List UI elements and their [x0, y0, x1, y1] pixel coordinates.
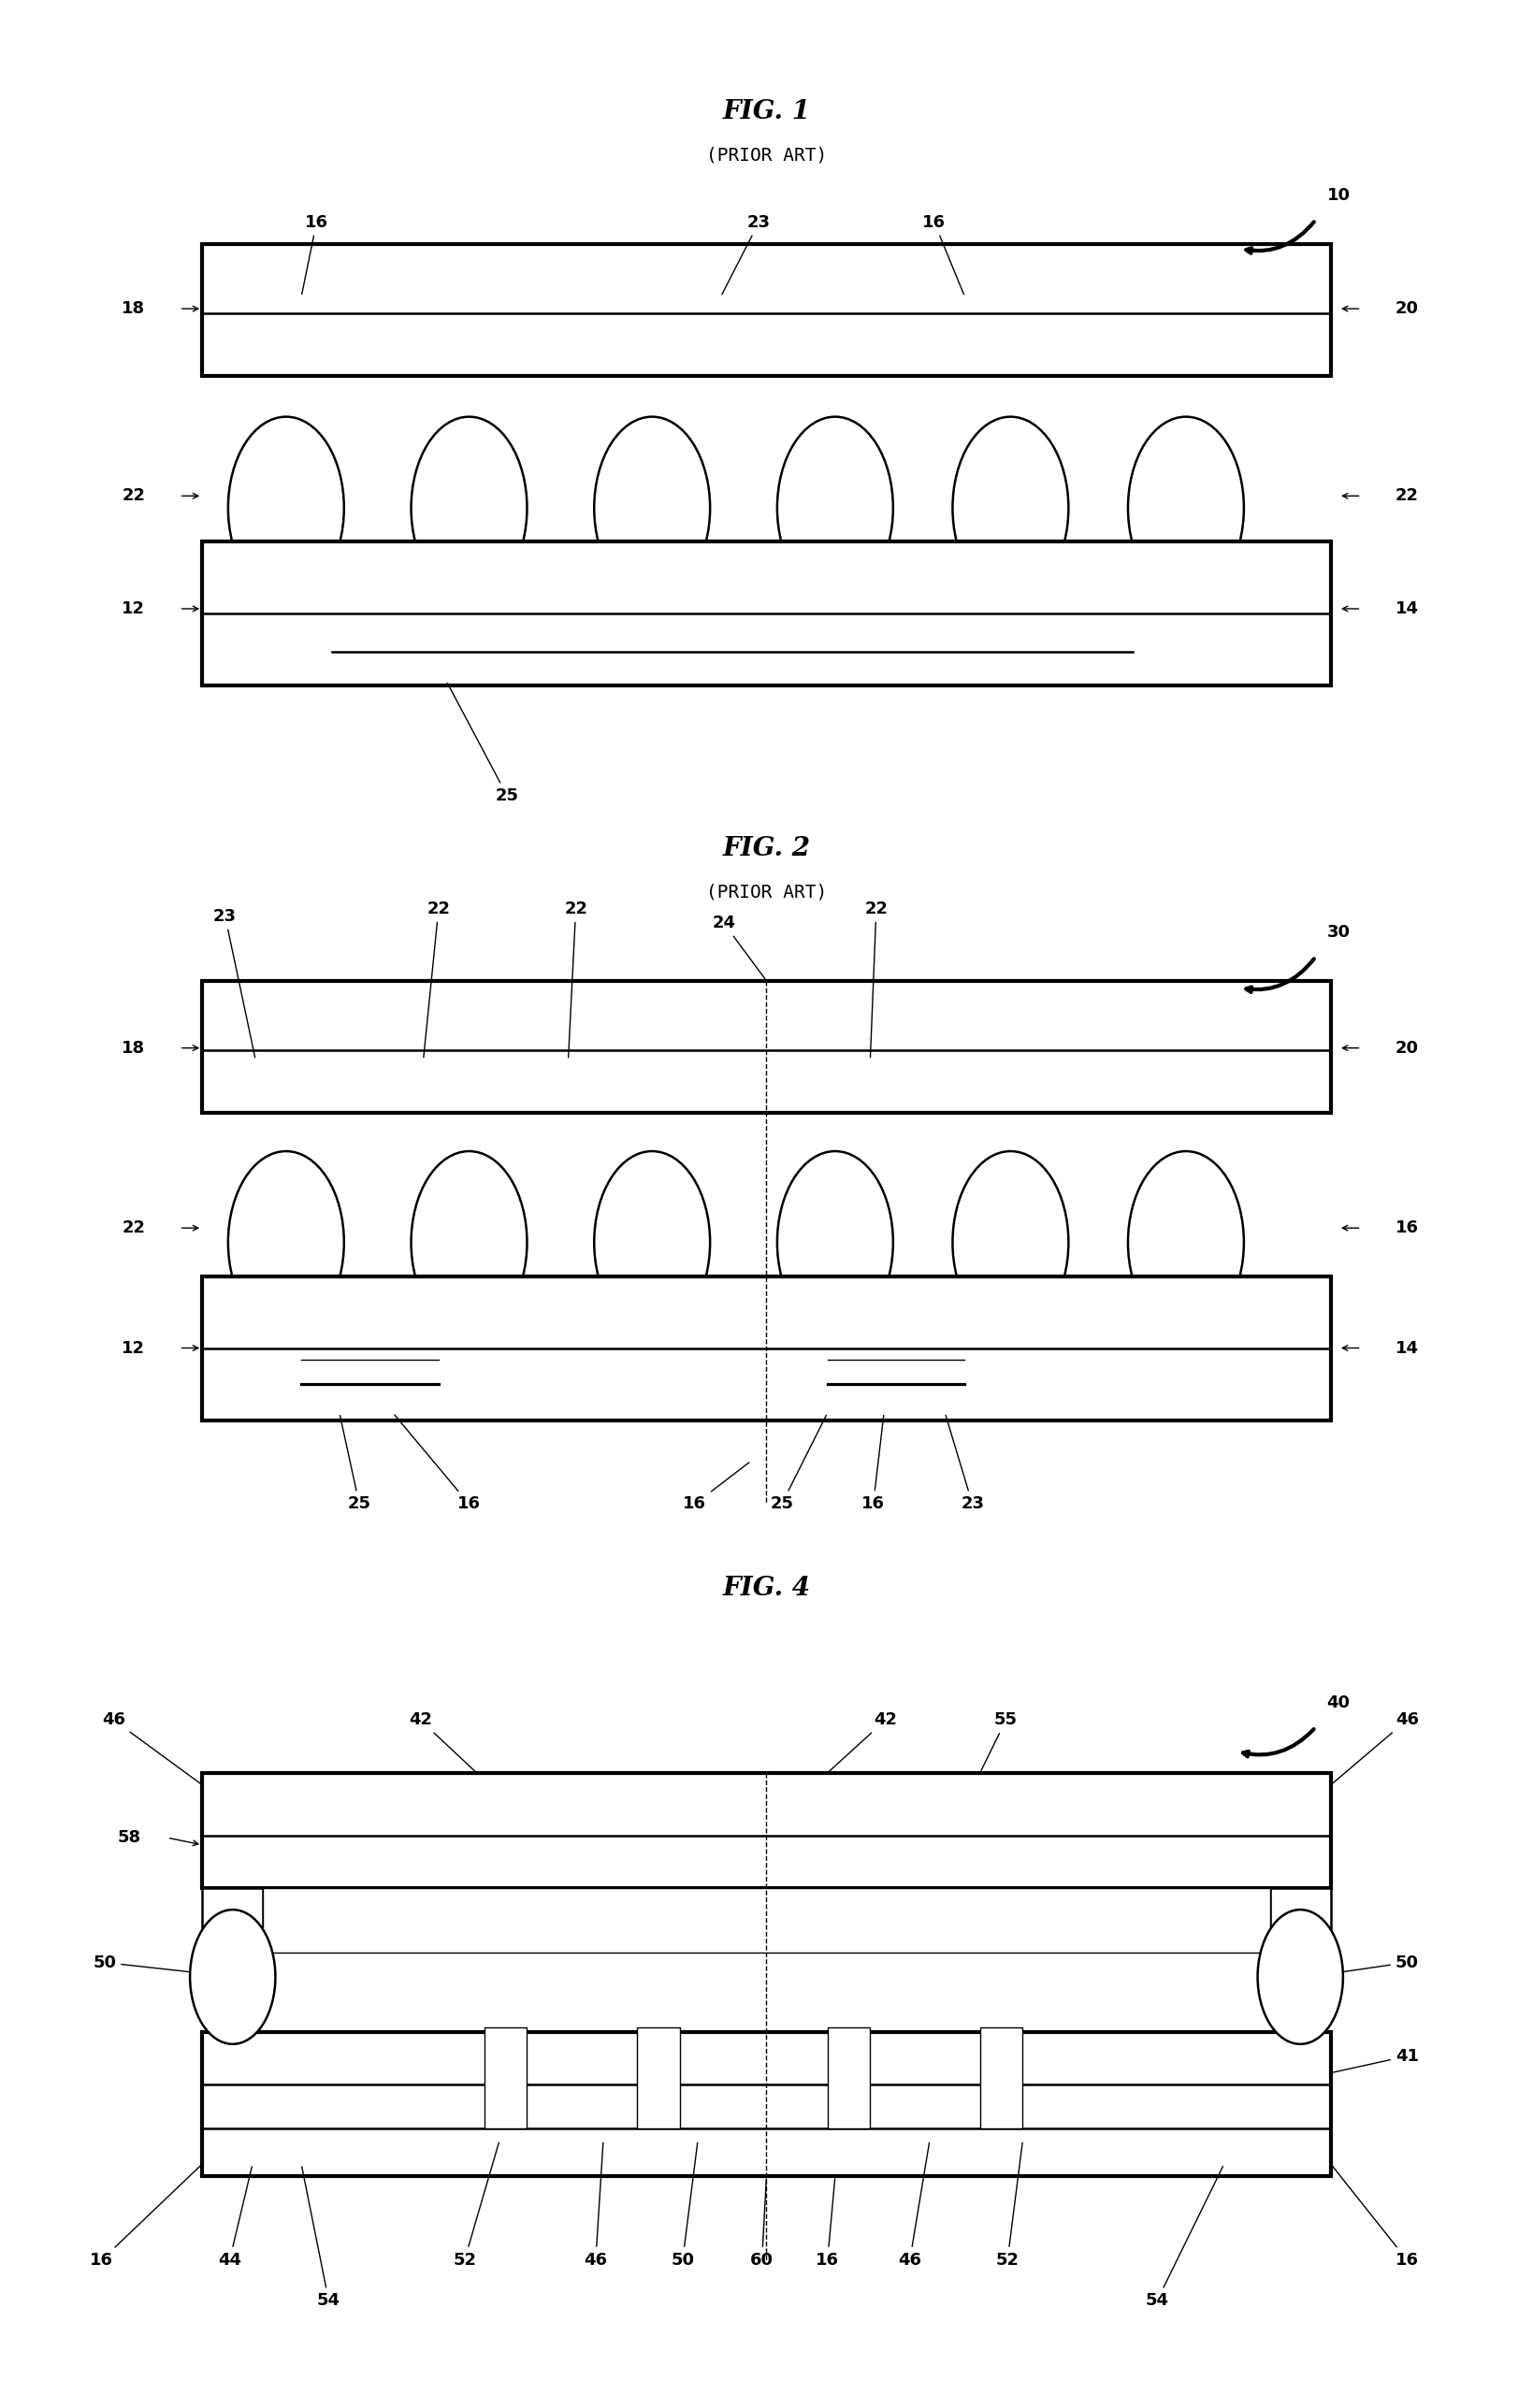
Text: (PRIOR ART): (PRIOR ART): [707, 884, 826, 901]
Bar: [980, 2028, 1023, 2129]
Text: 12: 12: [121, 1339, 146, 1356]
Text: 10: 10: [1326, 188, 1351, 205]
Text: 50: 50: [671, 2143, 698, 2268]
Circle shape: [228, 417, 343, 600]
Text: 30: 30: [1326, 925, 1351, 942]
Circle shape: [952, 1151, 1069, 1334]
Text: 20: 20: [1395, 301, 1418, 318]
Text: 16: 16: [1332, 2167, 1418, 2268]
Text: 22: 22: [121, 1218, 146, 1235]
Circle shape: [190, 1910, 276, 2044]
Text: 24: 24: [713, 915, 765, 978]
Bar: [202, 243, 1331, 376]
Text: FIG. 2: FIG. 2: [722, 836, 811, 862]
Circle shape: [777, 417, 894, 600]
Bar: [264, 1888, 1269, 1953]
Circle shape: [1128, 1151, 1243, 1334]
Text: 16: 16: [394, 1416, 481, 1512]
Bar: [636, 2028, 679, 2129]
Circle shape: [1257, 1910, 1343, 2044]
Text: 22: 22: [865, 901, 888, 1057]
Text: 18: 18: [121, 301, 146, 318]
Text: FIG. 4: FIG. 4: [722, 1575, 811, 1601]
Bar: [202, 2032, 1331, 2177]
Bar: [202, 980, 1331, 1112]
Text: 41: 41: [1334, 2047, 1418, 2073]
Text: 25: 25: [770, 1416, 826, 1512]
Text: 46: 46: [898, 2143, 929, 2268]
Text: 25: 25: [340, 1416, 371, 1512]
Bar: [484, 2028, 527, 2129]
Text: 22: 22: [423, 901, 451, 1057]
Text: 42: 42: [829, 1712, 897, 1772]
Text: 23: 23: [213, 908, 254, 1057]
Text: 58: 58: [117, 1830, 141, 1847]
Text: 16: 16: [684, 1462, 750, 1512]
Bar: [1269, 1888, 1331, 1977]
Bar: [828, 2028, 871, 2129]
Text: 12: 12: [121, 600, 146, 616]
Text: 46: 46: [103, 1712, 201, 1784]
Text: 42: 42: [409, 1712, 475, 1770]
Text: 60: 60: [750, 2179, 774, 2268]
Circle shape: [952, 417, 1069, 600]
Text: 16: 16: [816, 2179, 839, 2268]
Text: 16: 16: [862, 1416, 885, 1512]
Bar: [202, 542, 1331, 686]
Text: 46: 46: [584, 2143, 607, 2268]
Circle shape: [411, 417, 527, 600]
Text: 55: 55: [981, 1712, 1018, 1770]
Text: 54: 54: [1145, 2167, 1223, 2309]
Text: 23: 23: [946, 1416, 984, 1512]
Text: 16: 16: [923, 214, 964, 294]
Text: 16: 16: [90, 2165, 201, 2268]
Bar: [202, 1276, 1331, 1421]
Text: 18: 18: [121, 1040, 146, 1057]
Text: 16: 16: [302, 214, 328, 294]
Text: 50: 50: [94, 1953, 189, 1972]
Circle shape: [1128, 417, 1243, 600]
Text: 14: 14: [1395, 600, 1418, 616]
Text: 20: 20: [1395, 1040, 1418, 1057]
Bar: [202, 1888, 264, 1977]
Text: 22: 22: [1395, 486, 1418, 503]
Text: 25: 25: [448, 684, 518, 804]
Text: 50: 50: [1344, 1953, 1418, 1972]
Text: 54: 54: [302, 2167, 340, 2309]
Text: 23: 23: [722, 214, 771, 294]
Circle shape: [595, 417, 710, 600]
Text: 46: 46: [1332, 1712, 1418, 1784]
Circle shape: [595, 1151, 710, 1334]
Text: 22: 22: [121, 486, 146, 503]
Text: FIG. 1: FIG. 1: [722, 99, 811, 125]
Text: 22: 22: [564, 901, 587, 1057]
Text: 16: 16: [1395, 1218, 1418, 1235]
Text: 52: 52: [452, 2143, 498, 2268]
Text: (PRIOR ART): (PRIOR ART): [707, 147, 826, 164]
Text: 40: 40: [1326, 1695, 1351, 1712]
Text: 52: 52: [996, 2143, 1023, 2268]
Text: 44: 44: [218, 2167, 251, 2268]
Text: 14: 14: [1395, 1339, 1418, 1356]
Bar: [202, 1772, 1331, 1888]
Circle shape: [777, 1151, 894, 1334]
Circle shape: [228, 1151, 343, 1334]
Circle shape: [411, 1151, 527, 1334]
